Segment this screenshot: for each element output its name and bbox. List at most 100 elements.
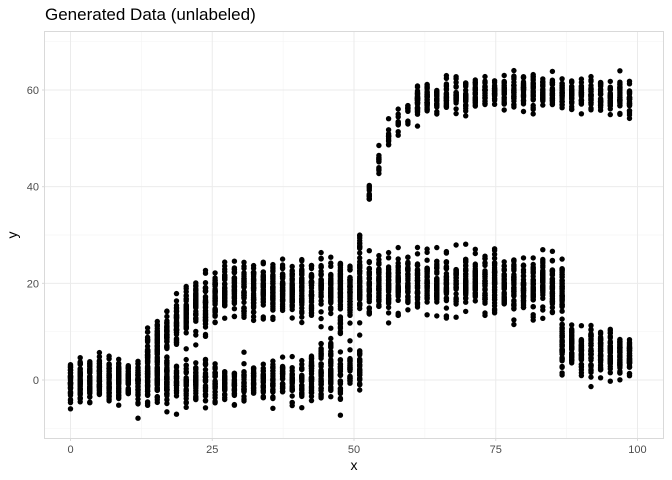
data-point — [183, 298, 189, 304]
data-point — [357, 255, 363, 261]
data-point — [231, 291, 238, 297]
data-point — [357, 244, 363, 250]
data-point — [279, 388, 286, 395]
data-point — [530, 281, 536, 287]
data-point — [540, 286, 546, 292]
data-point — [540, 269, 546, 276]
data-point — [318, 352, 324, 359]
data-point — [376, 165, 382, 171]
data-point — [472, 246, 478, 252]
data-point — [357, 250, 363, 256]
data-point — [443, 315, 450, 321]
data-point — [511, 263, 517, 269]
data-point — [231, 258, 238, 264]
data-point — [520, 267, 527, 273]
data-point — [337, 315, 344, 321]
data-point — [357, 380, 363, 387]
data-point — [395, 293, 401, 299]
data-point — [318, 315, 324, 322]
data-point — [549, 289, 556, 296]
data-point — [106, 379, 112, 386]
data-point — [318, 371, 324, 377]
data-point — [270, 314, 276, 320]
data-point — [617, 377, 623, 383]
data-point — [578, 101, 585, 107]
data-point — [501, 271, 507, 278]
data-point — [328, 300, 334, 306]
data-point — [328, 394, 334, 400]
data-point — [559, 283, 565, 290]
data-point — [328, 273, 334, 279]
data-point — [491, 101, 498, 108]
data-point — [308, 307, 315, 313]
data-point — [463, 266, 469, 272]
data-point — [463, 308, 469, 315]
data-point — [366, 191, 372, 197]
data-point — [366, 184, 372, 190]
data-point — [395, 256, 401, 262]
data-point — [530, 255, 536, 261]
data-point — [328, 285, 334, 291]
data-point — [607, 106, 613, 112]
data-point — [308, 397, 315, 404]
data-point — [414, 294, 421, 300]
data-point — [87, 379, 93, 386]
data-point — [405, 293, 411, 299]
data-point — [530, 312, 536, 318]
data-point — [106, 353, 112, 359]
data-point — [308, 367, 315, 374]
data-point — [202, 333, 209, 339]
data-point — [87, 400, 93, 406]
data-point — [414, 244, 421, 251]
data-point — [530, 269, 536, 276]
data-point — [144, 352, 151, 358]
data-point — [414, 290, 421, 296]
data-point — [241, 376, 247, 383]
data-point — [424, 266, 430, 273]
data-point — [597, 353, 604, 359]
data-point — [453, 291, 459, 297]
data-point — [626, 88, 633, 94]
data-point — [366, 299, 372, 305]
data-point — [328, 310, 334, 317]
data-point — [116, 356, 122, 362]
data-point — [318, 363, 324, 370]
data-point — [318, 287, 324, 294]
data-point — [328, 305, 334, 311]
data-point — [376, 142, 382, 149]
data-point — [241, 259, 247, 265]
data-point — [472, 276, 478, 282]
data-point — [106, 365, 112, 371]
data-point — [414, 123, 421, 129]
data-point — [597, 340, 604, 346]
data-point — [164, 338, 170, 344]
data-point — [337, 372, 344, 378]
data-point — [299, 256, 305, 263]
data-point — [501, 263, 507, 269]
data-point — [559, 326, 565, 332]
data-point — [328, 374, 334, 381]
data-point — [144, 343, 151, 349]
data-point — [193, 291, 199, 297]
data-point — [482, 90, 488, 97]
data-point — [318, 378, 324, 384]
data-point — [270, 307, 276, 313]
data-point — [183, 330, 189, 336]
data-point — [549, 248, 556, 254]
data-point — [260, 281, 266, 287]
data-point — [414, 100, 421, 107]
data-point — [241, 349, 247, 355]
data-point — [434, 286, 440, 292]
data-point — [116, 369, 122, 375]
data-point — [588, 82, 594, 89]
data-point — [347, 307, 353, 313]
data-point — [212, 280, 218, 286]
data-point — [607, 78, 613, 85]
data-point — [511, 95, 517, 102]
data-point — [289, 263, 295, 270]
data-point — [607, 350, 613, 356]
data-point — [116, 365, 122, 371]
data-point — [511, 104, 517, 110]
data-point — [472, 292, 478, 299]
data-point — [125, 373, 131, 380]
